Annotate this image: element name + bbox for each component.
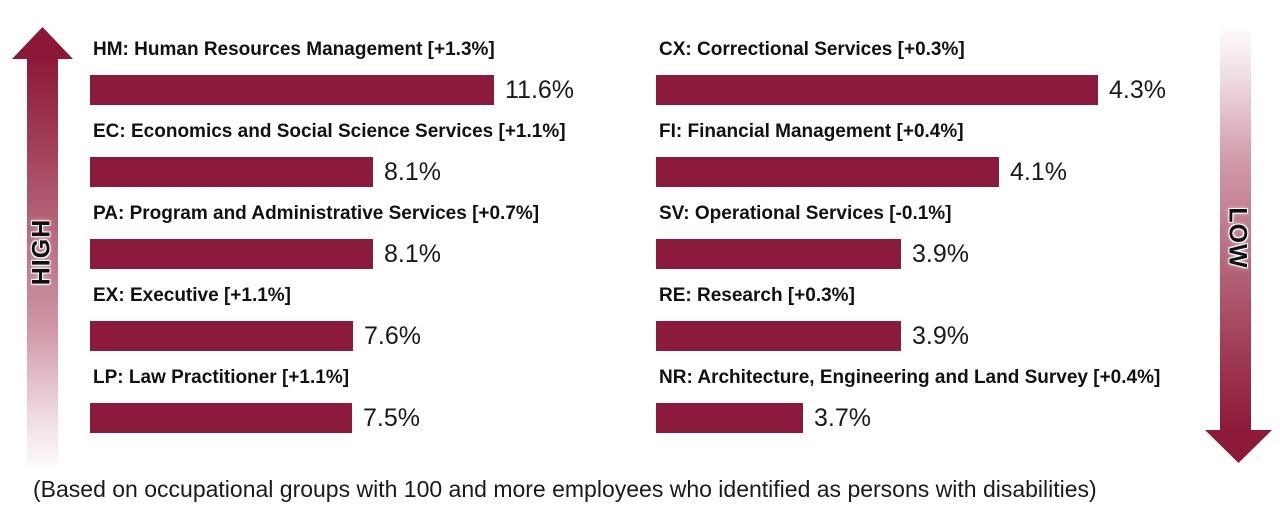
table-row: SV: Operational Services [-0.1%] 3.9%: [656, 202, 1216, 269]
table-row: EC: Economics and Social Science Service…: [90, 120, 650, 187]
occupation-label: HM: Human Resources Management [+1.3%]: [93, 39, 495, 60]
occupation-bar: [656, 75, 1098, 105]
occupation-bar: [656, 157, 999, 187]
table-row: RE: Research [+0.3%] 3.9%: [656, 284, 1216, 351]
occupation-bar: [656, 239, 901, 269]
high-arrow-shaft: [27, 57, 58, 467]
occupation-label: PA: Program and Administrative Services …: [93, 203, 540, 224]
low-axis-label: LOW: [1223, 207, 1252, 269]
table-row: HM: Human Resources Management [+1.3%] 1…: [90, 38, 650, 105]
occupation-label: LP: Law Practitioner [+1.1%]: [93, 367, 350, 388]
occupation-bar: [90, 403, 352, 433]
occupation-value: 3.9%: [912, 321, 969, 350]
table-row: LP: Law Practitioner [+1.1%] 7.5%: [90, 366, 650, 433]
occupation-value: 8.1%: [384, 157, 441, 186]
occupation-value: 7.5%: [363, 403, 420, 432]
table-row: PA: Program and Administrative Services …: [90, 202, 650, 269]
table-row: FI: Financial Management [+0.4%] 4.1%: [656, 120, 1216, 187]
table-row: NR: Architecture, Engineering and Land S…: [656, 366, 1216, 433]
high-axis-label: HIGH: [27, 218, 56, 286]
occupation-label: EC: Economics and Social Science Service…: [93, 121, 566, 142]
occupation-bar: [90, 75, 494, 105]
occupation-value: 4.3%: [1109, 75, 1166, 104]
occupation-label: NR: Architecture, Engineering and Land S…: [659, 367, 1161, 388]
bar-column-left: HM: Human Resources Management [+1.3%] 1…: [90, 0, 650, 470]
occupation-bar: [90, 239, 373, 269]
occupation-label: RE: Research [+0.3%]: [659, 285, 855, 306]
occupation-value: 8.1%: [384, 239, 441, 268]
bar-column-right: CX: Correctional Services [+0.3%] 4.3% F…: [656, 0, 1216, 470]
occupation-value: 3.7%: [814, 403, 871, 432]
arrow-up-icon: [12, 27, 73, 59]
occupation-value: 4.1%: [1010, 157, 1067, 186]
low-arrow-shaft: [1220, 30, 1251, 432]
occupation-label: CX: Correctional Services [+0.3%]: [659, 39, 965, 60]
table-row: EX: Executive [+1.1%] 7.6%: [90, 284, 650, 351]
occupation-bar: [656, 321, 901, 351]
table-row: CX: Correctional Services [+0.3%] 4.3%: [656, 38, 1216, 105]
chart-note: (Based on occupational groups with 100 a…: [33, 476, 1097, 502]
occupation-value: 7.6%: [364, 321, 421, 350]
occupation-label: SV: Operational Services [-0.1%]: [659, 203, 952, 224]
occupation-bar: [90, 321, 353, 351]
occupation-label: FI: Financial Management [+0.4%]: [659, 121, 964, 142]
occupation-label: EX: Executive [+1.1%]: [93, 285, 292, 306]
occupation-value: 3.9%: [912, 239, 969, 268]
occupation-bar: [656, 403, 803, 433]
occupation-value: 11.6%: [505, 75, 575, 104]
occupation-bar: [90, 157, 373, 187]
